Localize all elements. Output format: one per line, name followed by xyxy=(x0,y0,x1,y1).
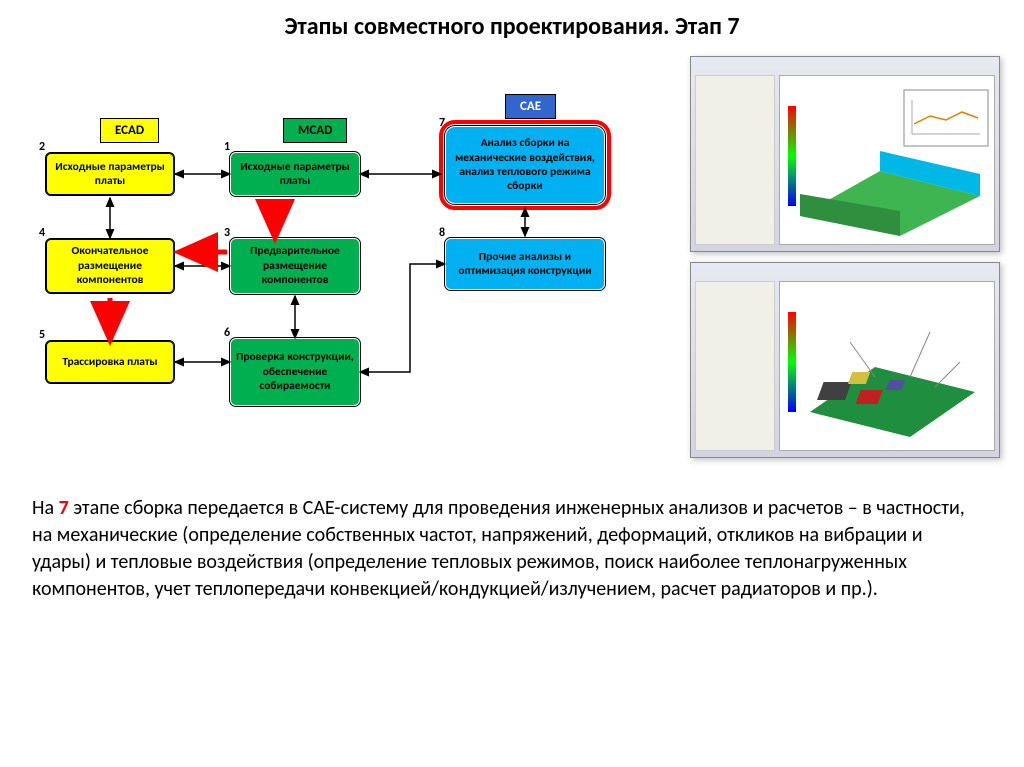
node-num-6: 6 xyxy=(224,326,230,340)
description-paragraph: На 7 этапе сборка передается в CAE-систе… xyxy=(32,495,972,603)
node-cae-analysis: Анализ сборки на механические воздействи… xyxy=(445,126,605,204)
node-ecad-params: Исходные параметры платы xyxy=(45,152,175,196)
col-mcad: MCAD xyxy=(283,118,347,143)
node-num-1: 1 xyxy=(224,140,230,154)
node-num-2: 2 xyxy=(39,140,45,154)
node-num-3: 3 xyxy=(224,226,230,240)
col-ecad: ECAD xyxy=(100,118,159,143)
node-prelim-placement: Предварительное размещение компонентов xyxy=(230,238,360,294)
pcb-model-icon xyxy=(780,282,996,452)
node-other-analysis: Прочие анализы и оптимизация конструкции xyxy=(445,238,605,290)
node-routing: Трассировка платы xyxy=(45,340,175,384)
col-cae: CAE xyxy=(505,94,556,119)
node-num-4: 4 xyxy=(39,226,45,240)
node-num-5: 5 xyxy=(39,328,45,342)
flowchart: ECAD MCAD CAE 2 1 4 3 5 6 7 8 Исходные п… xyxy=(15,60,655,460)
node-final-placement: Окончательное размещение компонентов xyxy=(45,238,175,294)
node-num-7: 7 xyxy=(439,116,445,130)
para-rest: этапе сборка передается в CAE-систему дл… xyxy=(32,496,965,601)
para-highlight-7: 7 xyxy=(59,496,69,520)
thermal-model-icon xyxy=(780,76,996,246)
cae-screenshot-pcb xyxy=(690,262,1000,458)
para-prefix: На xyxy=(32,496,59,520)
cae-screenshot-thermal xyxy=(690,56,1000,252)
node-check: Проверка конструкции, обеспечение собира… xyxy=(230,338,360,406)
node-num-8: 8 xyxy=(439,226,445,240)
node-mcad-params: Исходные параметры платы xyxy=(230,152,360,196)
page-title: Этапы совместного проектирования. Этап 7 xyxy=(0,12,1024,41)
